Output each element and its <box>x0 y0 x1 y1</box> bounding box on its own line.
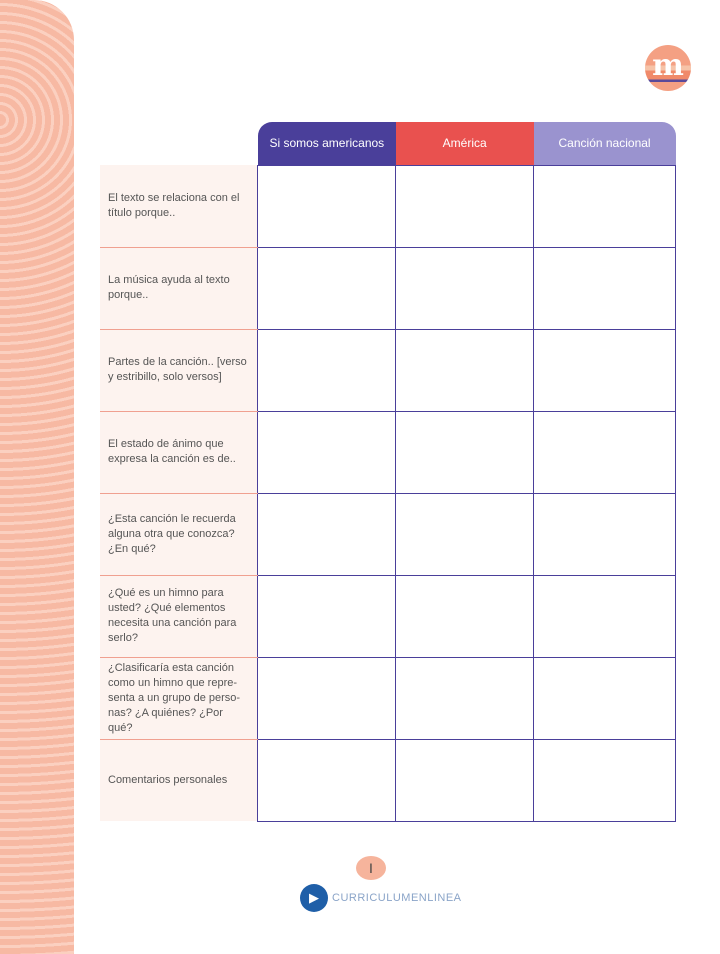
row-label: La música ayuda al texto porque.. <box>100 247 258 330</box>
brand-logo: ▶ CURRICULUMENLINEA <box>300 884 462 912</box>
m-logo: m <box>645 45 691 91</box>
answer-cell[interactable] <box>257 410 397 494</box>
row-label: ¿Esta canción le recuerda alguna otra qu… <box>100 493 258 576</box>
decorative-side-strip <box>0 0 74 954</box>
table-row: Comentarios personales <box>100 738 676 822</box>
answer-cell[interactable] <box>257 246 397 330</box>
column-header: Canción nacional <box>533 122 676 165</box>
table-row: La música ayuda al texto porque.. <box>100 246 676 330</box>
answer-cell[interactable] <box>257 574 397 658</box>
brand-name: CURRICULUMENLINEA <box>332 892 462 904</box>
answer-cell[interactable] <box>257 164 397 248</box>
answer-cell[interactable] <box>533 328 676 412</box>
play-icon: ▶ <box>300 884 328 912</box>
answer-cell[interactable] <box>257 328 397 412</box>
song-comparison-table: Si somos americanos América Canción naci… <box>100 122 676 822</box>
answer-cell[interactable] <box>395 656 535 740</box>
answer-cell[interactable] <box>533 738 676 822</box>
answer-cell[interactable] <box>257 492 397 576</box>
answer-cell[interactable] <box>257 656 397 740</box>
answer-cell[interactable] <box>395 246 535 330</box>
answer-cell[interactable] <box>395 574 535 658</box>
table-row: Partes de la canción.. [verso y estribil… <box>100 328 676 412</box>
answer-cell[interactable] <box>533 164 676 248</box>
row-label: ¿Clasificaría esta canción como un himno… <box>100 657 258 740</box>
table-row: ¿Qué es un himno para usted? ¿Qué elemen… <box>100 574 676 658</box>
header-blank <box>100 122 258 165</box>
column-header: América <box>395 122 534 165</box>
row-label: Partes de la canción.. [verso y estribil… <box>100 329 258 412</box>
answer-cell[interactable] <box>533 574 676 658</box>
answer-cell[interactable] <box>395 328 535 412</box>
answer-cell[interactable] <box>395 164 535 248</box>
table-row: El texto se relaciona con el título porq… <box>100 164 676 248</box>
row-label: El texto se relaciona con el título porq… <box>100 165 258 248</box>
row-label: Comentarios personales <box>100 739 258 821</box>
answer-cell[interactable] <box>533 410 676 494</box>
answer-cell[interactable] <box>395 410 535 494</box>
answer-cell[interactable] <box>533 492 676 576</box>
answer-cell[interactable] <box>395 738 535 822</box>
table-row: ¿Clasificaría esta canción como un himno… <box>100 656 676 740</box>
answer-cell[interactable] <box>395 492 535 576</box>
row-label: El estado de ánimo que expresa la canció… <box>100 411 258 494</box>
table-row: ¿Esta canción le recuerda alguna otra qu… <box>100 492 676 576</box>
answer-cell[interactable] <box>257 738 397 822</box>
row-label: ¿Qué es un himno para usted? ¿Qué elemen… <box>100 575 258 658</box>
page-number: I <box>356 856 386 880</box>
column-header: Si somos americanos <box>257 122 396 165</box>
table-row: El estado de ánimo que expresa la canció… <box>100 410 676 494</box>
answer-cell[interactable] <box>533 656 676 740</box>
answer-cell[interactable] <box>533 246 676 330</box>
